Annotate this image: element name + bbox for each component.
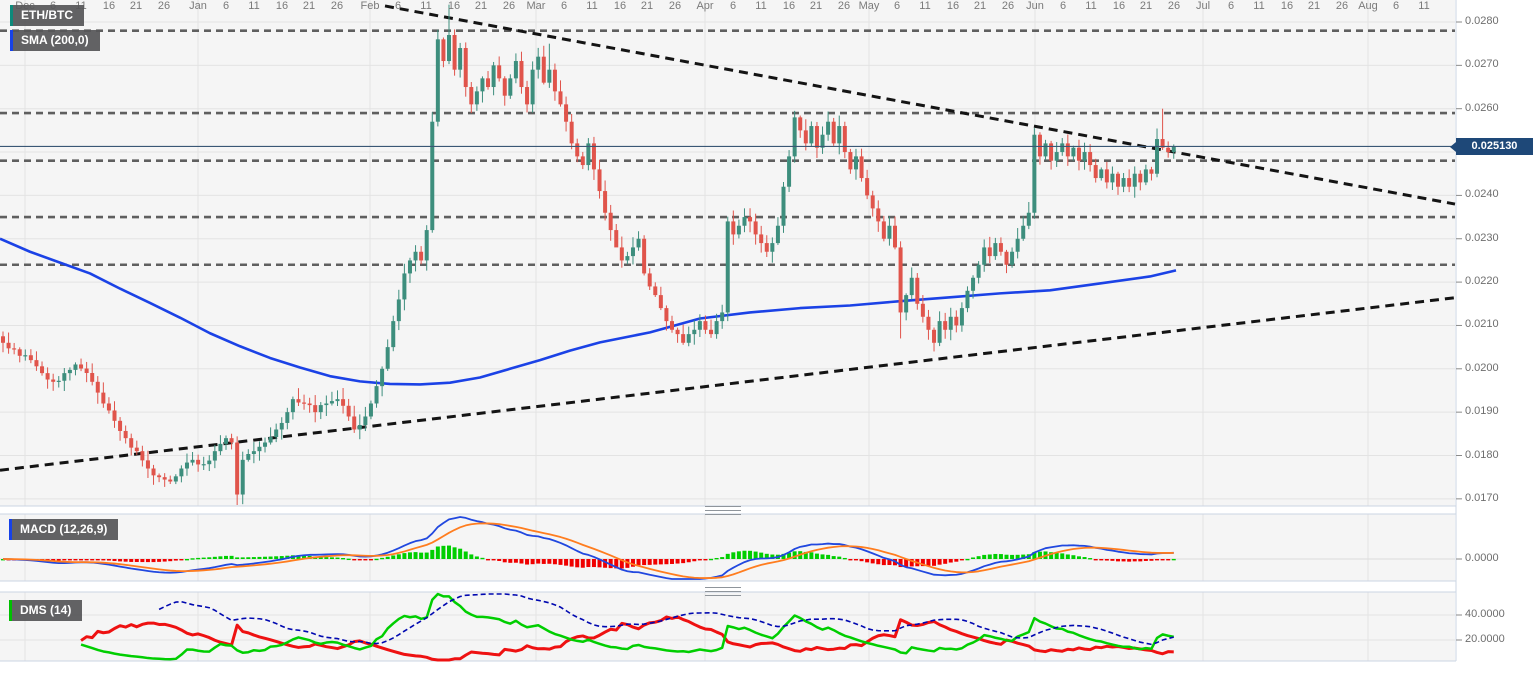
time-axis-label: 21: [973, 0, 987, 12]
time-axis-label: Apr: [696, 0, 714, 12]
time-axis-label: 16: [102, 0, 116, 12]
price-axis-label: 0.0180: [1465, 448, 1499, 461]
dms-axis-label: 40.0000: [1465, 608, 1505, 620]
time-axis-label: Jul: [1195, 0, 1211, 12]
time-axis-label: 21: [1139, 0, 1153, 12]
time-axis-label: 6: [729, 0, 737, 12]
time-axis-label: 21: [302, 0, 316, 12]
time-axis-label: 6: [1227, 0, 1235, 12]
price-axis-label: 0.0230: [1465, 231, 1499, 244]
time-axis-label: Jun: [1026, 0, 1044, 12]
time-axis-label: 11: [420, 0, 432, 12]
time-axis-label: 6: [222, 0, 230, 12]
price-axis-label: 0.0260: [1465, 101, 1499, 114]
time-axis-label: 26: [1335, 0, 1349, 12]
time-axis-label: 16: [275, 0, 289, 12]
time-axis-label: Feb: [360, 0, 380, 12]
time-axis-label: 16: [1280, 0, 1294, 12]
time-axis-label: 11: [919, 0, 931, 12]
time-axis-label: 11: [248, 0, 260, 12]
time-axis-label: 16: [447, 0, 461, 12]
macd-indicator-label[interactable]: MACD (12,26,9): [9, 519, 119, 540]
time-axis-label: 26: [1167, 0, 1181, 12]
time-axis-label: 26: [837, 0, 851, 12]
time-axis-label: 6: [1392, 0, 1400, 12]
time-axis-label: 16: [782, 0, 796, 12]
price-axis-label: 0.0240: [1465, 188, 1499, 201]
price-badge-arrow-icon: [1450, 141, 1456, 152]
time-axis-label: Mar: [526, 0, 546, 12]
time-axis-label: 6: [394, 0, 402, 12]
time-axis-label: 26: [157, 0, 171, 12]
price-axis-label: 0.0280: [1465, 15, 1499, 27]
time-axis-label: 21: [809, 0, 823, 12]
price-axis-label: 0.0190: [1465, 405, 1499, 418]
time-axis-label: 21: [474, 0, 488, 12]
price-axis-label: 0.0220: [1465, 275, 1499, 288]
dms-indicator-label[interactable]: DMS (14): [9, 600, 83, 621]
time-axis-label: 26: [1001, 0, 1015, 12]
time-axis-label: 26: [668, 0, 682, 12]
time-axis-label: 21: [1307, 0, 1321, 12]
time-axis-label: 16: [613, 0, 627, 12]
current-price-badge: 0.025130: [1450, 138, 1533, 155]
time-axis-label: 26: [502, 0, 516, 12]
price-axis-label: 0.0270: [1465, 58, 1499, 71]
dms-axis-label: 20.0000: [1465, 633, 1505, 645]
pane-splitter-handle-icon[interactable]: [705, 587, 741, 596]
time-axis-label: 16: [1112, 0, 1126, 12]
time-axis-label: 21: [129, 0, 143, 12]
time-axis-label: 11: [1253, 0, 1265, 12]
time-axis-label: 11: [586, 0, 598, 12]
time-axis-label: 11: [755, 0, 767, 12]
time-axis-label: 6: [1059, 0, 1067, 12]
time-axis-label: 21: [640, 0, 654, 12]
time-axis-label: Aug: [1358, 0, 1378, 12]
time-axis-label: 11: [1085, 0, 1097, 12]
current-price-value: 0.025130: [1471, 140, 1518, 152]
time-axis-label: 6: [893, 0, 901, 12]
time-axis-label: 16: [946, 0, 960, 12]
macd-axis-label: 0.0000: [1465, 552, 1499, 564]
price-axis-label: 0.0170: [1465, 491, 1499, 504]
time-axis-label: 11: [1418, 0, 1430, 12]
time-axis-label: Jan: [189, 0, 207, 12]
price-axis-label: 0.0210: [1465, 318, 1499, 331]
pane-splitter-handle-icon[interactable]: [705, 506, 741, 515]
price-axis-label: 0.0200: [1465, 361, 1499, 374]
time-axis-label: 6: [560, 0, 568, 12]
symbol-label[interactable]: ETH/BTC: [10, 5, 84, 26]
time-axis-label: 26: [330, 0, 344, 12]
sma-indicator-label[interactable]: SMA (200,0): [10, 30, 100, 51]
time-axis-label: May: [858, 0, 880, 12]
